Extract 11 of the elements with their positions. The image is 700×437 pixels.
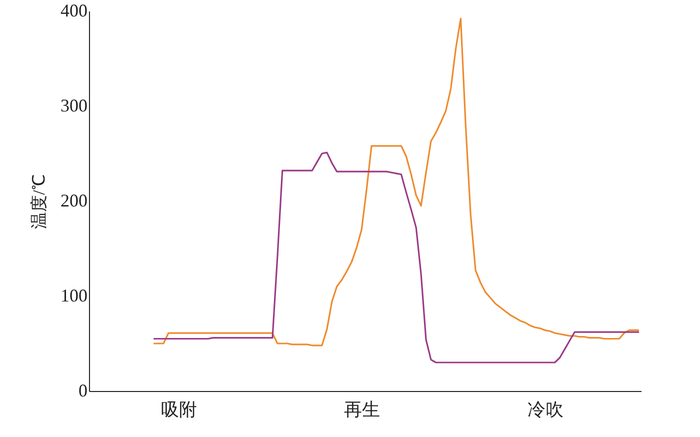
x-tick-label: 冷吹 [527,400,564,420]
y-tick-label: 300 [60,96,88,116]
line-series [152,18,640,346]
line-series [152,152,640,364]
y-tick-label: 200 [60,190,88,210]
x-tick-label: 再生 [344,400,380,420]
y-tick-label: 100 [60,286,88,306]
x-tick-label: 吸附 [160,400,197,420]
y-tick-label: 400 [60,0,88,20]
y-tick-label: 0 [78,380,88,400]
y-axis-title: 温度/℃ [30,174,48,229]
